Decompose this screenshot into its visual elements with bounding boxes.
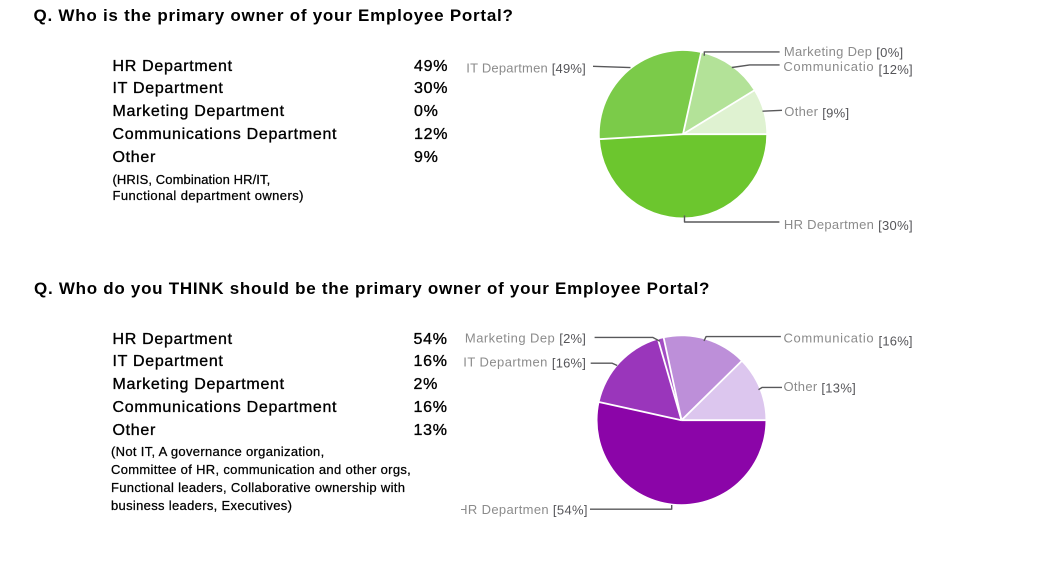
svg-text:Marketing Dep [2%]: Marketing Dep [2%] [465, 331, 586, 346]
svg-text:Communicatio [16%]: Communicatio [16%] [784, 330, 913, 348]
svg-text:HR Departmen [54%]: HR Departmen [54%] [461, 502, 588, 518]
svg-text:IT Departmen [16%]: IT Departmen [16%] [464, 355, 587, 371]
svg-text:Other [9%]: Other [9%] [784, 104, 849, 120]
svg-text:Other [13%]: Other [13%] [784, 379, 857, 396]
svg-text:Communicatio [12%]: Communicatio [12%] [783, 59, 912, 77]
svg-text:IT Departmen [49%]: IT Departmen [49%] [466, 60, 586, 76]
svg-text:HR Departmen [30%]: HR Departmen [30%] [784, 217, 913, 233]
svg-text:Marketing Dep [0%]: Marketing Dep [0%] [784, 44, 904, 60]
